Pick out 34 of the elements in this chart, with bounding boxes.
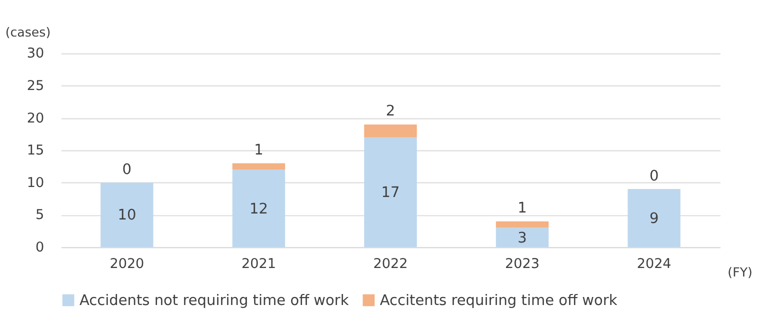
y-tick-label: 25 — [26, 78, 44, 94]
data-label: 0 — [122, 162, 132, 178]
bar — [100, 182, 154, 248]
data-label: 10 — [118, 208, 136, 224]
y-tick-label: 30 — [26, 46, 44, 62]
legend-label: Accidents not requiring time off work — [79, 293, 350, 310]
bar — [364, 137, 417, 248]
data-label: 1 — [254, 142, 264, 158]
data-label: 0 — [649, 168, 659, 184]
bar — [232, 170, 286, 248]
x-tick-label: 2021 — [241, 256, 276, 272]
data-label: 17 — [381, 185, 400, 202]
bar — [496, 221, 549, 228]
x-tick-label: 2020 — [110, 256, 144, 272]
bar — [496, 228, 549, 248]
data-label: 12 — [249, 201, 268, 218]
x-axis-title: (FY) — [728, 264, 752, 280]
data-label: 9 — [649, 210, 659, 227]
legend-label: Accitents requiring time off work — [380, 293, 618, 310]
y-tick-label: 0 — [35, 240, 44, 256]
y-tick-label: 20 — [26, 110, 44, 126]
y-tick-label: 10 — [26, 174, 44, 191]
x-tick-label: 2023 — [505, 256, 540, 272]
x-tick-label: 2024 — [636, 256, 672, 272]
bar — [232, 163, 286, 170]
data-label: 1 — [518, 200, 527, 217]
y-tick-label: 15 — [26, 142, 44, 159]
bar — [364, 124, 417, 138]
bar — [628, 189, 680, 248]
y-tick-label: 5 — [35, 207, 44, 224]
y-axis-title: (cases) — [5, 24, 51, 40]
x-tick-label: 2022 — [373, 256, 408, 272]
data-label: 3 — [518, 230, 527, 246]
data-label: 2 — [386, 104, 396, 120]
